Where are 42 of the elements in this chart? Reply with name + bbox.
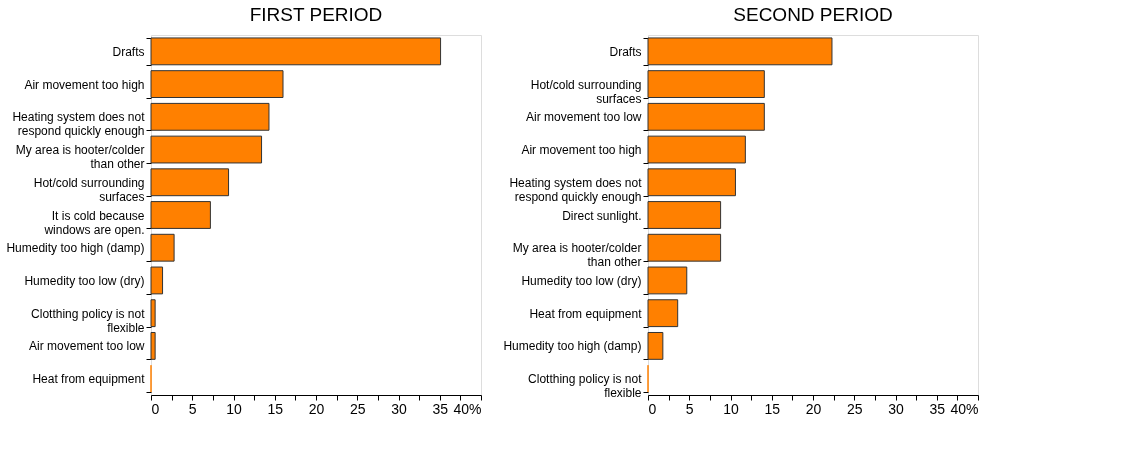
y-tick-label: Air movement too high: [24, 77, 145, 92]
y-tick-label: Air movement too high: [521, 143, 642, 158]
x-tick-label: 35: [432, 400, 449, 417]
y-tick-label: Air movement too low: [526, 110, 642, 125]
y-tick-label: Humedity too high (damp): [6, 241, 145, 256]
x-tick-label: 15: [267, 400, 284, 417]
x-tick-label: 10: [226, 400, 242, 417]
x-tick-label: 30: [391, 400, 407, 417]
x-tick-label: 40%: [950, 400, 979, 417]
y-tick-label: Air movement too low: [29, 339, 145, 354]
y-tick-label: Heating system does not respond quickly enough: [509, 175, 643, 204]
x-tick-label: 0: [151, 400, 160, 417]
y-tick-label: Hot/cold surrounding surfaces: [33, 175, 145, 204]
x-tick-label: 20: [308, 400, 325, 417]
y-tick-label: Heat from equipment: [32, 372, 146, 387]
x-tick-label: 5: [685, 400, 694, 417]
y-tick-label: My area is hooter/colder than other: [512, 241, 642, 270]
x-tick-label: 15: [764, 400, 781, 417]
y-tick-label: Heat from equipment: [529, 306, 643, 321]
x-tick-label: 20: [805, 400, 822, 417]
chart-title: FIRST PERIOD: [249, 4, 383, 25]
y-tick-label: Direct sunlight.: [562, 208, 642, 223]
x-tick-label: 35: [929, 400, 946, 417]
y-tick-label: It is cold because windows are open.: [43, 208, 145, 237]
y-tick-label: Drafts: [609, 44, 642, 59]
y-tick-label: Hot/cold surrounding surfaces: [530, 77, 642, 106]
x-tick-label: 40%: [453, 400, 482, 417]
x-tick-label: 5: [188, 400, 197, 417]
x-tick-label: 25: [846, 400, 863, 417]
x-tick-label: 30: [888, 400, 904, 417]
y-tick-label: Drafts: [112, 44, 145, 59]
x-tick-label: 10: [723, 400, 739, 417]
y-tick-label: My area is hooter/colder than other: [15, 143, 145, 172]
y-tick-label: Humedity too low (dry): [24, 273, 145, 288]
y-tick-label: Clotthing policy is not flexible: [31, 306, 146, 335]
x-tick-label: 25: [349, 400, 366, 417]
y-tick-label: Humedity too low (dry): [521, 273, 642, 288]
y-tick-label: Clotthing policy is not flexible: [528, 372, 643, 401]
chart-title: SECOND PERIOD: [733, 4, 893, 25]
y-tick-label: Humedity too high (damp): [503, 339, 642, 354]
x-tick-label: 0: [648, 400, 657, 417]
y-tick-label: Heating system does not respond quickly enough: [12, 110, 146, 139]
